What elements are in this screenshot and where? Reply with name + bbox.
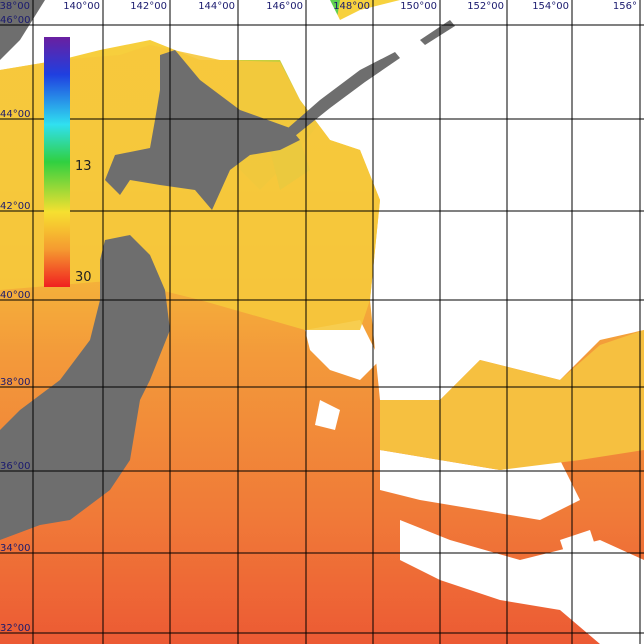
latitude-label: 40°00 <box>0 290 30 301</box>
latitude-label: 38°00 <box>0 377 30 388</box>
latitude-label: 46°00 <box>0 15 30 26</box>
latitude-label: 32°00 <box>0 623 30 634</box>
colorbar <box>44 37 70 287</box>
longitude-label: 142°00 <box>130 1 167 12</box>
longitude-label: 152°00 <box>467 1 504 12</box>
longitude-label: 138°00 <box>0 1 30 12</box>
longitude-label: 154°00 <box>532 1 569 12</box>
colorbar-label: 13 <box>75 159 92 174</box>
latitude-label: 42°00 <box>0 201 30 212</box>
latitude-label: 36°00 <box>0 461 30 472</box>
warm-sea <box>380 330 644 470</box>
longitude-label: 156° <box>613 1 637 12</box>
longitude-label: 146°00 <box>266 1 303 12</box>
latitude-label: 34°00 <box>0 543 30 554</box>
longitude-label: 148°00 <box>333 1 370 12</box>
latitude-label: 44°00 <box>0 109 30 120</box>
colorbar-label: 30 <box>75 270 92 285</box>
longitude-label: 150°00 <box>400 1 437 12</box>
longitude-label: 144°00 <box>198 1 235 12</box>
longitude-label: 140°00 <box>63 1 100 12</box>
